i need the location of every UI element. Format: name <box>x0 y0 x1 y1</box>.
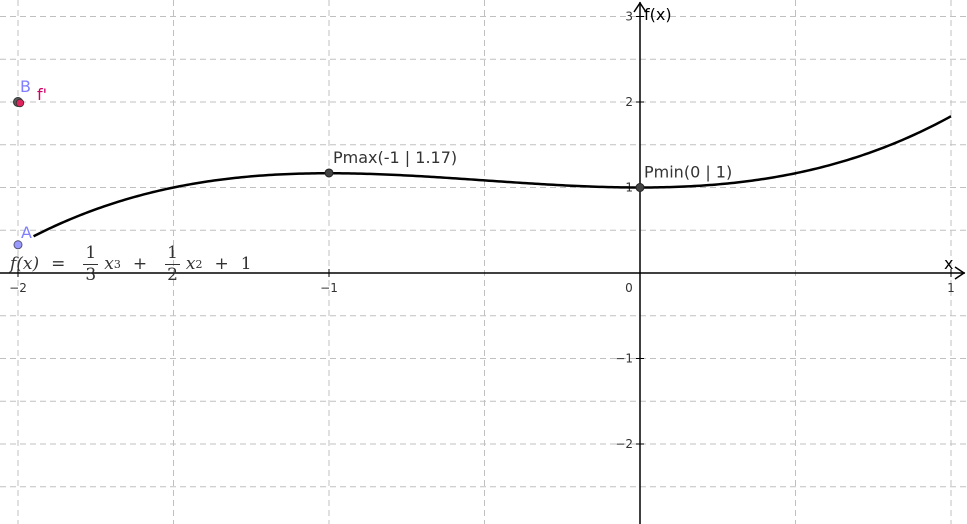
y-tick-label: −1 <box>615 352 633 366</box>
formula-constant: 1 <box>240 254 252 274</box>
point-pmax-label: Pmax(-1 | 1.17) <box>333 148 457 167</box>
fprime-label: f' <box>37 85 47 104</box>
y-tick-label: −2 <box>615 437 633 451</box>
formula-fraction-1: 1 3 <box>83 242 99 286</box>
point-A-label: A <box>21 223 32 242</box>
x-tick-label: −2 <box>9 281 27 295</box>
function-curve <box>32 115 952 238</box>
point-pmin-marker <box>635 183 645 192</box>
formula-var-1: x <box>104 254 114 274</box>
formula-fraction-2: 1 2 <box>165 243 180 286</box>
formula-exp-2: 2 <box>195 257 203 271</box>
x-tick-label: 0 <box>625 281 633 295</box>
y-tick-label: 2 <box>625 95 633 109</box>
function-curve-line <box>32 115 952 238</box>
formula-plus-1: + <box>132 254 148 274</box>
formula-exp-1: 3 <box>113 257 121 271</box>
point-B-label: B <box>20 77 31 96</box>
formula-equals: = <box>51 254 66 274</box>
formula-lhs: f(x) <box>10 254 40 274</box>
formula-den-2: 2 <box>167 264 178 285</box>
x-tick-label: −1 <box>320 281 338 295</box>
point-pmin-label: Pmin(0 | 1) <box>644 163 732 182</box>
formula-plus-2: + <box>214 254 229 274</box>
points: Pmax(-1 | 1.17) Pmin(0 | 1) A B f' <box>13 77 732 250</box>
formula-var-2: x <box>185 254 196 274</box>
point-fprime-marker <box>15 98 25 108</box>
y-axis-arrow <box>633 1 647 13</box>
formula-num-2: 1 <box>165 242 180 265</box>
y-tick-label: 3 <box>625 10 633 24</box>
x-tick-label: 1 <box>947 281 955 295</box>
x-axis-arrow <box>954 266 966 280</box>
formula-num-1: 1 <box>83 242 99 265</box>
point-A-marker <box>13 240 23 250</box>
point-pmax-marker <box>324 168 334 178</box>
y-axis-label: f(x) <box>644 5 672 24</box>
formula-den-1: 3 <box>85 264 97 285</box>
x-axis-label: x <box>944 254 953 273</box>
